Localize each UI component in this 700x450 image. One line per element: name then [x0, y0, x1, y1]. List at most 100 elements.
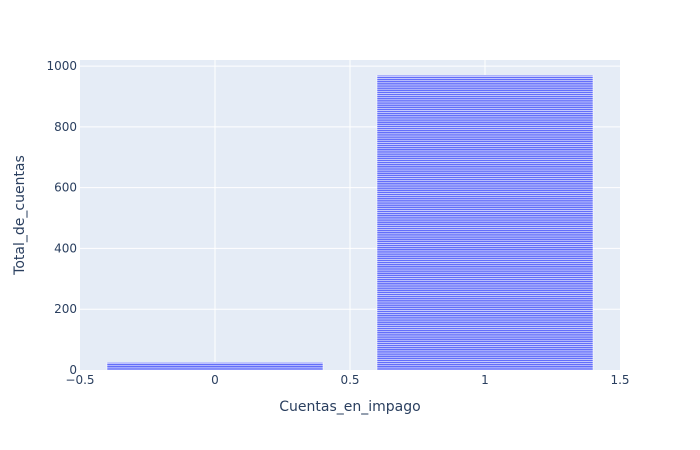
bar-segment: [376, 169, 594, 173]
bar-segment: [376, 339, 594, 343]
bar-segment: [376, 259, 594, 262]
bar-segment: [376, 186, 594, 190]
bar-segment: [376, 91, 594, 94]
y-tick-labels: 0 200 400 600 800 1000: [46, 59, 77, 377]
bar-segment: [376, 167, 594, 171]
bar-segment: [376, 310, 594, 313]
bar-segment: [376, 274, 594, 277]
bar-segment: [376, 286, 594, 290]
bar-segment: [376, 278, 594, 281]
bar-segment: [376, 76, 594, 79]
bar-segment: [376, 225, 594, 228]
bar-segment: [376, 171, 594, 175]
bar-segment: [376, 333, 594, 337]
bar-segment: [376, 293, 594, 296]
bar-segment: [376, 99, 594, 103]
bar-segment: [376, 346, 594, 349]
bar-segment: [376, 112, 594, 115]
bar-segment: [376, 93, 594, 96]
bar-segment: [376, 195, 594, 198]
bar-segment: [376, 74, 594, 77]
bar-segment: [376, 365, 594, 369]
bar-segment: [376, 229, 594, 232]
bar-segment: [376, 267, 594, 271]
bar-segment: [376, 163, 594, 167]
bar-segment: [376, 101, 594, 105]
bar-segment: [376, 84, 594, 88]
bar-segment: [376, 325, 594, 328]
bar-segment: [376, 354, 594, 358]
bar-segment: [376, 135, 594, 139]
bar-segment: [376, 337, 594, 341]
bar-segment: [376, 201, 594, 205]
bar-segment: [376, 180, 594, 184]
bar-segment: [376, 252, 594, 256]
bar-segment: [376, 137, 594, 141]
bar-segment: [376, 263, 594, 267]
bar-segment: [376, 193, 594, 196]
bar-segment: [376, 176, 594, 179]
x-tick-labels: −0.5 0 0.5 1 1.5: [65, 373, 629, 387]
bar-segment: [376, 178, 594, 181]
x-tick-label: −0.5: [65, 373, 94, 387]
bar-segment: [376, 233, 594, 237]
bar-segment: [376, 242, 594, 245]
bar-segment: [376, 144, 594, 147]
bar-segment: [376, 103, 594, 107]
bar-segment: [376, 322, 594, 326]
bar-segment: [376, 146, 594, 149]
bar-segment: [376, 191, 594, 194]
bar-segment: [376, 331, 594, 335]
bar-segment: [376, 97, 594, 101]
bar-segment: [376, 129, 594, 132]
bar-segment: [376, 218, 594, 222]
bar-segment: [376, 157, 594, 160]
bar-segment: [376, 297, 594, 301]
x-tick-label: 1: [481, 373, 489, 387]
bar-segment: [376, 184, 594, 188]
bar-segment: [376, 216, 594, 220]
bar-segment: [376, 246, 594, 249]
bar-segment: [376, 80, 594, 84]
bar-segment: [376, 220, 594, 224]
bar-segment: [376, 188, 594, 192]
bar-segment: [376, 231, 594, 235]
bar-segment: [376, 344, 594, 347]
x-tick-label: 0.5: [340, 373, 359, 387]
bar-segment: [376, 122, 594, 126]
bar-segment: [376, 142, 594, 145]
bar-segment: [376, 276, 594, 279]
bar-segment: [376, 88, 594, 92]
bar-segment: [376, 314, 594, 318]
bar-segment: [376, 165, 594, 169]
x-axis-title: Cuentas_en_impago: [279, 399, 420, 415]
bar-segment: [376, 212, 594, 215]
bar-segment: [376, 150, 594, 154]
bar: [106, 362, 324, 371]
bar-segment: [376, 239, 594, 243]
bar-segment: [376, 299, 594, 303]
bar-segment: [376, 133, 594, 137]
bar-segment: [376, 356, 594, 360]
bar-segment: [376, 327, 594, 330]
bar-segment: [376, 118, 594, 122]
bar-segment: [376, 320, 594, 324]
x-tick-label: 1.5: [610, 373, 629, 387]
bar-segment: [376, 235, 594, 239]
bar-segment: [376, 205, 594, 209]
bar-segment: [376, 78, 594, 81]
bar-segment: [376, 210, 594, 213]
bar-segment: [376, 282, 594, 286]
x-tick-label: 0: [211, 373, 219, 387]
bar-segment: [376, 256, 594, 260]
y-axis-title: Total_de_cuentas: [12, 155, 28, 276]
bar-segment: [106, 365, 324, 369]
bar-segment: [376, 139, 594, 143]
bar-segment: [376, 284, 594, 288]
y-tick-label: 400: [54, 241, 77, 255]
bar-segment: [376, 303, 594, 307]
bar-segment: [376, 367, 594, 371]
bar-segment: [376, 329, 594, 332]
bar-segment: [376, 182, 594, 186]
